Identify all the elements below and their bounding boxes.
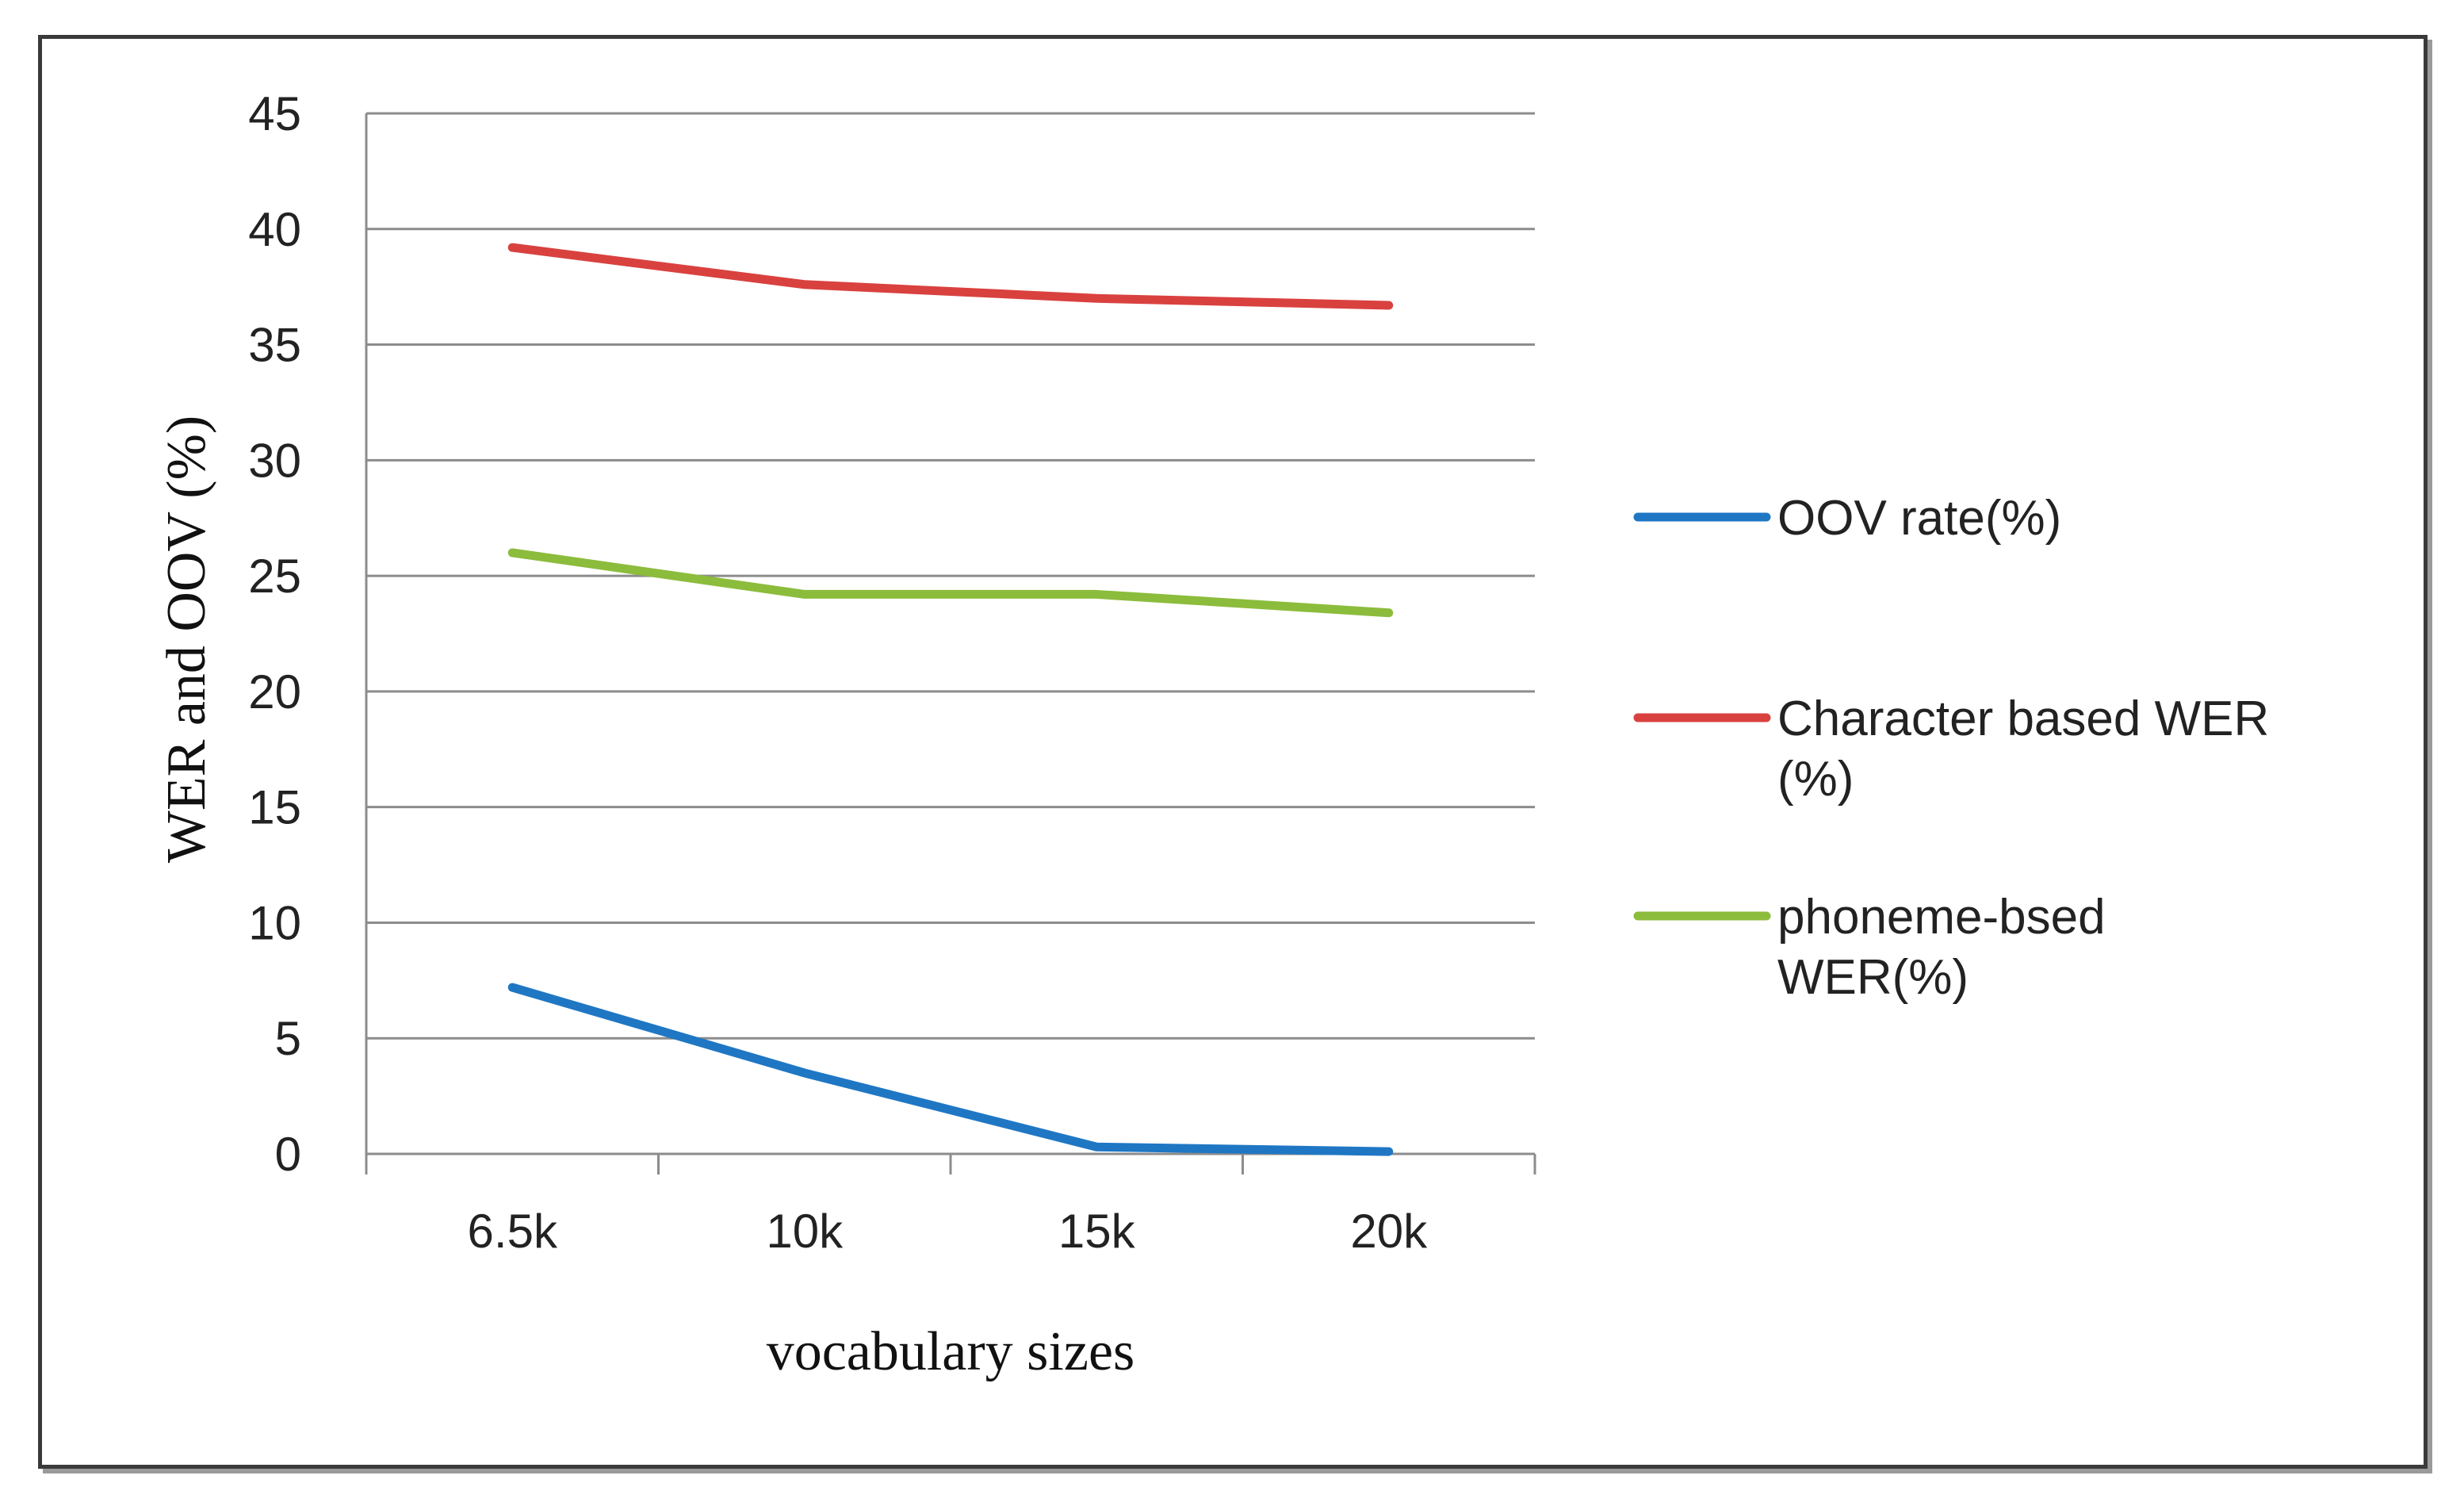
y-tick-label: 15 xyxy=(248,781,301,834)
data-point xyxy=(508,243,516,251)
y-tick-label: 20 xyxy=(248,665,301,719)
x-tick-label: 15k xyxy=(1058,1205,1136,1258)
x-tick-label: 6.5k xyxy=(468,1205,558,1258)
y-tick-label: 5 xyxy=(275,1012,301,1065)
chart-frame xyxy=(38,35,2428,1469)
x-tick-label: 20k xyxy=(1350,1205,1428,1258)
legend-label: phoneme-bsed xyxy=(1777,890,2106,945)
y-tick-label: 35 xyxy=(248,319,301,372)
x-tick-label: 10k xyxy=(766,1205,844,1258)
y-tick-label: 10 xyxy=(248,896,301,949)
legend-label: WER(%) xyxy=(1777,950,1969,1005)
x-axis-title: vocabulary sizes xyxy=(767,1321,1135,1382)
y-tick-label: 45 xyxy=(248,87,301,140)
y-tick-label: 40 xyxy=(248,203,301,256)
y-tick-label: 25 xyxy=(248,550,301,603)
data-point xyxy=(1092,1143,1100,1151)
data-point xyxy=(1385,609,1393,617)
tick-labels: 0 5 10 15 20 25 30 35 40 45 6.5k 10k 15k 20k xyxy=(248,87,1428,1258)
series-line-0 xyxy=(507,983,1394,1156)
data-point xyxy=(1092,294,1100,302)
data-point xyxy=(508,549,516,557)
legend-label: OOV rate(%) xyxy=(1777,491,2061,546)
legend-label: (%) xyxy=(1777,752,1854,807)
series-lines xyxy=(507,243,1394,1156)
y-tick-label: 0 xyxy=(275,1128,301,1181)
axes xyxy=(365,113,1536,1175)
y-tick-label: 30 xyxy=(248,434,301,487)
series-line-2 xyxy=(507,548,1394,618)
data-point xyxy=(508,983,516,991)
legend-label: Character based WER xyxy=(1777,692,2269,746)
data-point xyxy=(801,281,809,289)
series-line-1 xyxy=(507,243,1394,310)
data-point xyxy=(801,1069,809,1077)
legend: OOV rate(%) Character based WER (%) phoneme… xyxy=(1633,491,2269,1005)
y-axis-title: WER and OOV (%) xyxy=(156,416,217,863)
data-point xyxy=(1385,301,1393,309)
data-point xyxy=(801,590,809,598)
data-point xyxy=(1385,1148,1393,1155)
data-point xyxy=(1092,590,1100,598)
